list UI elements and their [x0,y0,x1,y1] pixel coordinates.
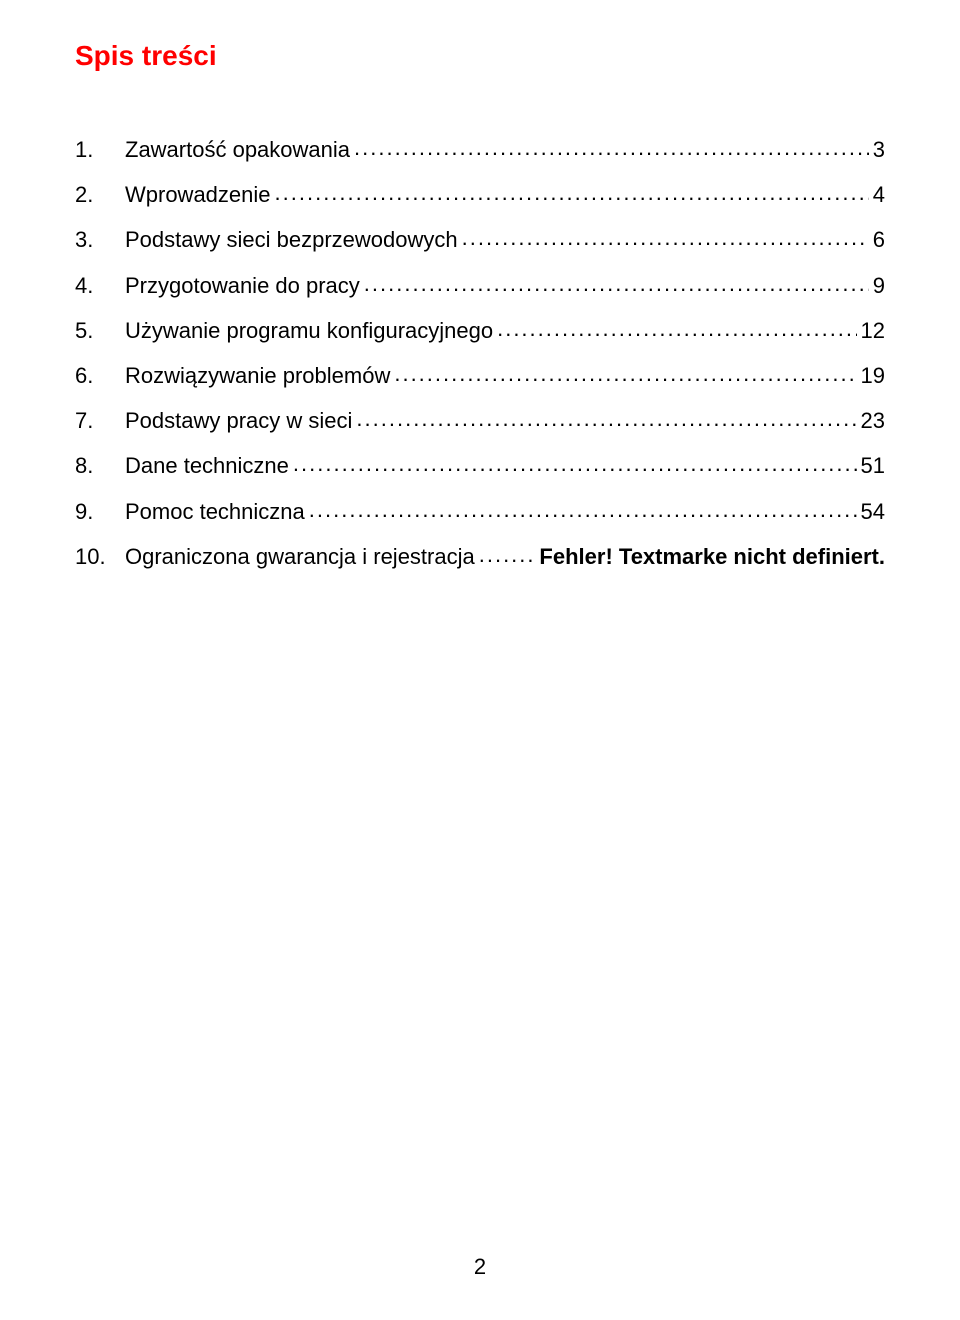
toc-page: 6 [873,222,885,257]
toc-page: 19 [861,358,885,393]
toc-list: 1. Zawartość opakowania 3 2. Wprowadzeni… [75,132,885,574]
toc-leader-dots [309,494,857,529]
toc-label: Przygotowanie do pracy [125,268,360,303]
toc-row: 2. Wprowadzenie 4 [75,177,885,212]
toc-row: 5. Używanie programu konfiguracyjnego 12 [75,313,885,348]
toc-page: 12 [861,313,885,348]
toc-page: 3 [873,132,885,167]
toc-page: 51 [861,448,885,483]
toc-row: 4. Przygotowanie do pracy 9 [75,268,885,303]
toc-page: 4 [873,177,885,212]
toc-label: Używanie programu konfiguracyjnego [125,313,493,348]
toc-number: 5. [75,313,125,348]
toc-leader-dots [354,132,869,167]
toc-label: Rozwiązywanie problemów [125,358,390,393]
toc-leader-dots [293,448,857,483]
toc-number: 2. [75,177,125,212]
toc-leader-dots [462,222,869,257]
toc-label: Wprowadzenie [125,177,271,212]
toc-title: Spis treści [75,40,885,72]
toc-label: Podstawy pracy w sieci [125,403,352,438]
toc-label: Pomoc techniczna [125,494,305,529]
toc-page: 9 [873,268,885,303]
toc-number: 10. [75,539,125,574]
page-number: 2 [0,1254,960,1280]
document-page: Spis treści 1. Zawartość opakowania 3 2.… [0,0,960,1320]
toc-row: 10. Ograniczona gwarancja i rejestracja … [75,539,885,574]
toc-label: Zawartość opakowania [125,132,350,167]
toc-row: 8. Dane techniczne 51 [75,448,885,483]
toc-number: 9. [75,494,125,529]
toc-number: 7. [75,403,125,438]
toc-number: 6. [75,358,125,393]
toc-row: 3. Podstawy sieci bezprzewodowych 6 [75,222,885,257]
toc-row: 9. Pomoc techniczna 54 [75,494,885,529]
toc-page-error: Fehler! Textmarke nicht definiert. [539,544,885,569]
toc-leader-dots [479,539,536,574]
toc-leader-dots [394,358,856,393]
toc-leader-dots [356,403,856,438]
toc-row: 7. Podstawy pracy w sieci 23 [75,403,885,438]
toc-number: 3. [75,222,125,257]
toc-page: 54 [861,494,885,529]
toc-row: 1. Zawartość opakowania 3 [75,132,885,167]
toc-leader-dots [275,177,869,212]
toc-page: 23 [861,403,885,438]
toc-page: Fehler! Textmarke nicht definiert. [539,539,885,574]
toc-label: Podstawy sieci bezprzewodowych [125,222,458,257]
toc-label: Dane techniczne [125,448,289,483]
toc-label: Ograniczona gwarancja i rejestracja [125,539,475,574]
toc-row: 6. Rozwiązywanie problemów 19 [75,358,885,393]
toc-leader-dots [364,268,869,303]
toc-number: 1. [75,132,125,167]
toc-leader-dots [497,313,856,348]
toc-number: 4. [75,268,125,303]
toc-number: 8. [75,448,125,483]
